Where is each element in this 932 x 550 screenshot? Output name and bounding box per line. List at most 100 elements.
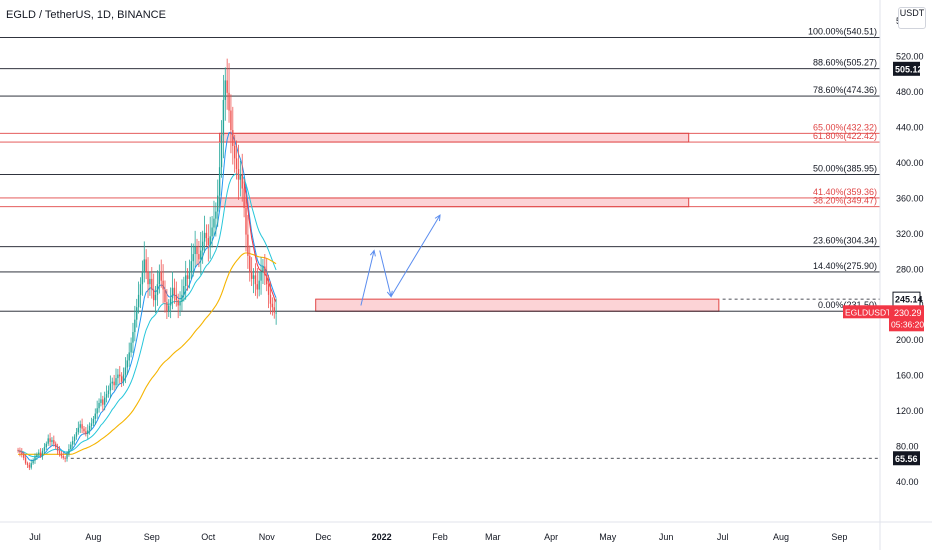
candle-body [130, 342, 132, 353]
candle-body [17, 449, 19, 451]
candle-body [75, 432, 78, 437]
x-tick-label: Nov [259, 532, 276, 542]
candle-body [162, 280, 164, 290]
candle-body [24, 457, 27, 464]
candle-body [273, 307, 275, 313]
fib-level-label: 50.00%(385.95) [813, 163, 877, 173]
ma-long-line [18, 252, 277, 455]
last-price-box [889, 305, 924, 332]
fib-level-label: 41.40%(359.36) [813, 187, 877, 197]
x-tick-label: May [599, 532, 617, 542]
y-tick-label: 200.00 [896, 335, 924, 345]
candle-body [90, 423, 93, 426]
candle-body [79, 424, 81, 428]
candle-body [71, 441, 74, 445]
candle-body [128, 352, 130, 361]
supply-demand-zone [315, 298, 720, 312]
candle-body [185, 275, 187, 286]
candle-body [247, 234, 249, 256]
candle-body [111, 381, 113, 384]
candle-body [117, 374, 119, 379]
y-tick-label: 40.00 [896, 477, 919, 487]
candle-body [100, 399, 102, 403]
candle-body [136, 307, 138, 320]
fib-level-label: 65.00%(432.32) [813, 122, 877, 132]
candle-body [152, 289, 155, 301]
candle-body [151, 278, 153, 290]
candle-body [73, 436, 76, 442]
candle-body [228, 92, 230, 111]
candle-body [173, 287, 176, 295]
x-tick-label: Aug [773, 532, 789, 542]
x-tick-label: Dec [315, 532, 332, 542]
y-tick-label: 440.00 [896, 123, 924, 133]
chart-title: EGLD / TetherUS, 1D, BINANCE [6, 9, 166, 21]
x-tick-label: Apr [544, 532, 558, 542]
fib-level-label: 61.80%(422.42) [813, 131, 877, 141]
candle-body [64, 457, 66, 459]
candle-body [203, 232, 206, 242]
fib-level-label: 14.40%(275.90) [813, 261, 877, 271]
x-tick-label: Sep [831, 532, 847, 542]
candle-body [217, 195, 219, 212]
candle-body [156, 284, 159, 295]
candle-body [243, 188, 245, 209]
candle-body [271, 303, 274, 308]
candle-body [230, 110, 232, 131]
x-tick-label: Sep [144, 532, 160, 542]
fib-level-label: 88.60%(505.27) [813, 58, 877, 68]
candle-body [28, 464, 31, 468]
candle-body [92, 418, 95, 424]
candle-body [154, 294, 157, 301]
candle-body [62, 456, 64, 458]
x-tick-label: Mar [485, 532, 501, 542]
y-tick-label: 520.00 [896, 52, 924, 62]
x-tick-label: Jul [29, 532, 41, 542]
supply-demand-zone [219, 197, 690, 208]
fib-level-label: 23.60%(304.34) [813, 236, 877, 246]
candle-body [43, 447, 46, 451]
candle-body [104, 397, 106, 405]
symbol-label: EGLDUSDT [845, 307, 891, 317]
candle-body [88, 425, 91, 431]
candle-body [250, 271, 253, 279]
candle-body [160, 271, 162, 281]
candle-body [70, 444, 72, 450]
fib-level-label: 0.00%(231.50) [818, 300, 877, 310]
candle-body [245, 208, 247, 235]
candle-body [183, 285, 185, 295]
y-tick-label: 120.00 [896, 406, 924, 416]
candle-body [113, 381, 115, 386]
candle-body [55, 443, 57, 448]
candle-body [115, 378, 117, 386]
candle-body [207, 238, 210, 246]
candle-body [262, 266, 264, 272]
candle-body [213, 218, 215, 228]
candle-body [26, 463, 29, 465]
candle-body [215, 211, 217, 219]
ema-slow-line [17, 173, 277, 458]
y-tick-label: 320.00 [896, 229, 924, 239]
candle-body [81, 424, 83, 429]
symbol-tag [843, 305, 889, 319]
candle-body [233, 145, 236, 159]
candle-body [109, 383, 112, 391]
candle-body [264, 266, 266, 276]
price-label-text: 245.14 [895, 295, 923, 305]
candle-body [198, 254, 200, 260]
candle-body [30, 463, 32, 468]
fib-level-label: 78.60%(474.36) [813, 85, 877, 95]
unit-badge[interactable]: USDT [898, 7, 926, 29]
unit-label: USDT [899, 8, 925, 18]
candle-body [241, 174, 243, 189]
candle-body [267, 284, 270, 295]
candle-body [66, 454, 68, 459]
y-tick-label: 400.00 [896, 158, 924, 168]
candle-body [237, 169, 240, 180]
candle-body [87, 430, 89, 434]
candle-body [266, 275, 268, 285]
candle-body [158, 271, 161, 285]
candle-body [94, 413, 96, 419]
x-tick-label: Feb [432, 532, 448, 542]
